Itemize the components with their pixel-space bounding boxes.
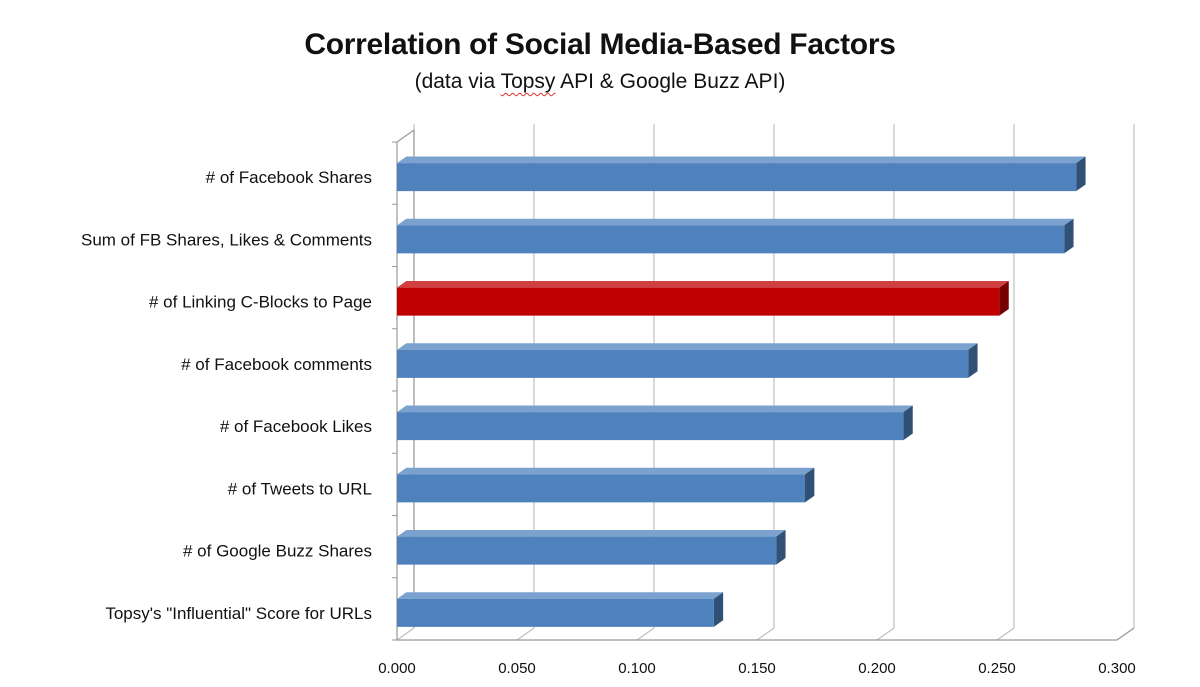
category-label: # of Facebook comments bbox=[181, 355, 372, 374]
x-tick-label: 0.250 bbox=[978, 660, 1016, 677]
floor-gridline bbox=[996, 627, 1015, 641]
bar-side-face bbox=[968, 343, 978, 378]
floor-gridline bbox=[516, 627, 535, 641]
subtitle-part-3: API & Google Buzz API) bbox=[555, 70, 786, 93]
bar-top-face bbox=[397, 281, 1009, 288]
bar-side-face bbox=[1064, 218, 1074, 254]
subtitle-part-1: (data via bbox=[414, 70, 501, 93]
category-label: # of Facebook Likes bbox=[220, 417, 372, 436]
x-tick-label: 0.150 bbox=[738, 660, 776, 677]
bar-top-face bbox=[397, 405, 913, 413]
bar-top-face bbox=[397, 218, 1074, 226]
bar-top-face bbox=[397, 343, 978, 350]
category-label: # of Google Buzz Shares bbox=[183, 542, 372, 561]
bar-side-face bbox=[903, 405, 913, 441]
bar-side-face bbox=[776, 530, 786, 565]
x-tick-label: 0.050 bbox=[498, 660, 536, 677]
bar bbox=[397, 163, 1077, 192]
bar-top-face bbox=[397, 530, 786, 537]
bar-top-face bbox=[397, 592, 724, 599]
x-tick-label: 0.200 bbox=[858, 660, 896, 677]
category-label: # of Tweets to URL bbox=[228, 479, 372, 498]
y-axis-top-edge bbox=[396, 129, 415, 143]
category-label: # of Linking C-Blocks to Page bbox=[149, 293, 372, 312]
bar bbox=[397, 412, 904, 441]
bar-side-face bbox=[1076, 156, 1086, 192]
floor-gridline bbox=[876, 627, 895, 641]
bar-top-face bbox=[397, 467, 815, 475]
category-label: Sum of FB Shares, Likes & Comments bbox=[81, 230, 372, 249]
x-tick-label: 0.000 bbox=[378, 660, 416, 677]
bar-top-face bbox=[397, 156, 1086, 164]
bar bbox=[397, 598, 714, 627]
floor-gridline bbox=[396, 627, 415, 641]
chart-subtitle: (data via Topsy API & Google Buzz API) bbox=[0, 70, 1200, 94]
bar-side-face bbox=[713, 592, 724, 627]
bar bbox=[397, 287, 1000, 316]
category-label: # of Facebook Shares bbox=[206, 168, 372, 187]
bar-side-face bbox=[999, 281, 1009, 316]
floor-gridline bbox=[636, 627, 655, 641]
x-tick-label: 0.300 bbox=[1098, 660, 1136, 677]
subtitle-part-2: Topsy bbox=[500, 70, 556, 93]
bar bbox=[397, 474, 805, 503]
floor-gridline bbox=[756, 627, 775, 641]
x-axis-right-edge bbox=[1116, 627, 1135, 641]
bar-side-face bbox=[805, 467, 815, 503]
bar bbox=[397, 225, 1065, 254]
category-label: Topsy's "Influential" Score for URLs bbox=[105, 604, 372, 623]
chart-title: Correlation of Social Media-Based Factor… bbox=[304, 28, 896, 61]
bar bbox=[397, 349, 969, 378]
bar bbox=[397, 536, 777, 565]
x-tick-label: 0.100 bbox=[618, 660, 656, 677]
